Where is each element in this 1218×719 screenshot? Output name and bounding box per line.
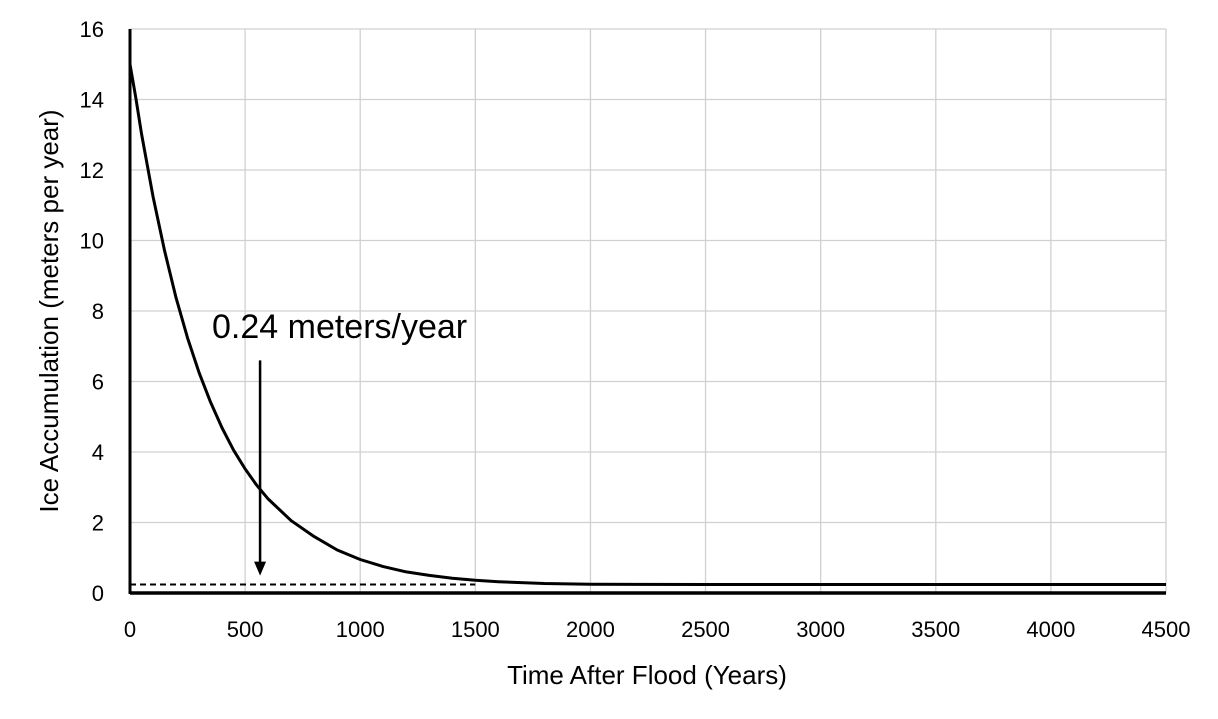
x-tick-label: 0: [124, 617, 136, 642]
x-tick-label: 4500: [1142, 617, 1191, 642]
accumulation-curve: [128, 64, 1166, 586]
y-tick-label: 16: [80, 17, 104, 42]
x-tick-label: 4000: [1026, 617, 1075, 642]
annotation-group: 0.24 meters/year: [212, 308, 467, 576]
y-tick-label: 8: [92, 299, 104, 324]
x-tick-label: 1000: [336, 617, 385, 642]
x-tick-label: 3000: [796, 617, 845, 642]
y-tick-label: 6: [92, 370, 104, 395]
y-tick-label: 2: [92, 511, 104, 536]
y-tick-label: 10: [80, 229, 104, 254]
y-tick-labels: 0 2 4 6 8 10 12 14 16: [80, 17, 104, 606]
y-tick-label: 4: [92, 440, 104, 465]
axes: [128, 29, 1166, 595]
y-tick-label: 12: [80, 158, 104, 183]
y-tick-label: 14: [80, 88, 104, 113]
x-tick-label: 1500: [451, 617, 500, 642]
series-layer: [128, 64, 1166, 586]
x-tick-label: 2000: [566, 617, 615, 642]
annotation-label: 0.24 meters/year: [212, 308, 467, 346]
gridlines: [130, 28, 1167, 593]
x-axis-title: Time After Flood (Years): [507, 660, 787, 690]
annotation-arrowhead: [254, 561, 267, 576]
x-tick-labels: 0 500 1000 1500 2000 2500 3000 3500 4000 4500: [124, 617, 1191, 642]
y-axis-title: Ice Accumulation (meters per year): [34, 109, 64, 512]
x-tick-label: 2500: [681, 617, 730, 642]
x-tick-label: 500: [227, 617, 264, 642]
x-tick-label: 3500: [911, 617, 960, 642]
y-tick-label: 0: [92, 581, 104, 606]
